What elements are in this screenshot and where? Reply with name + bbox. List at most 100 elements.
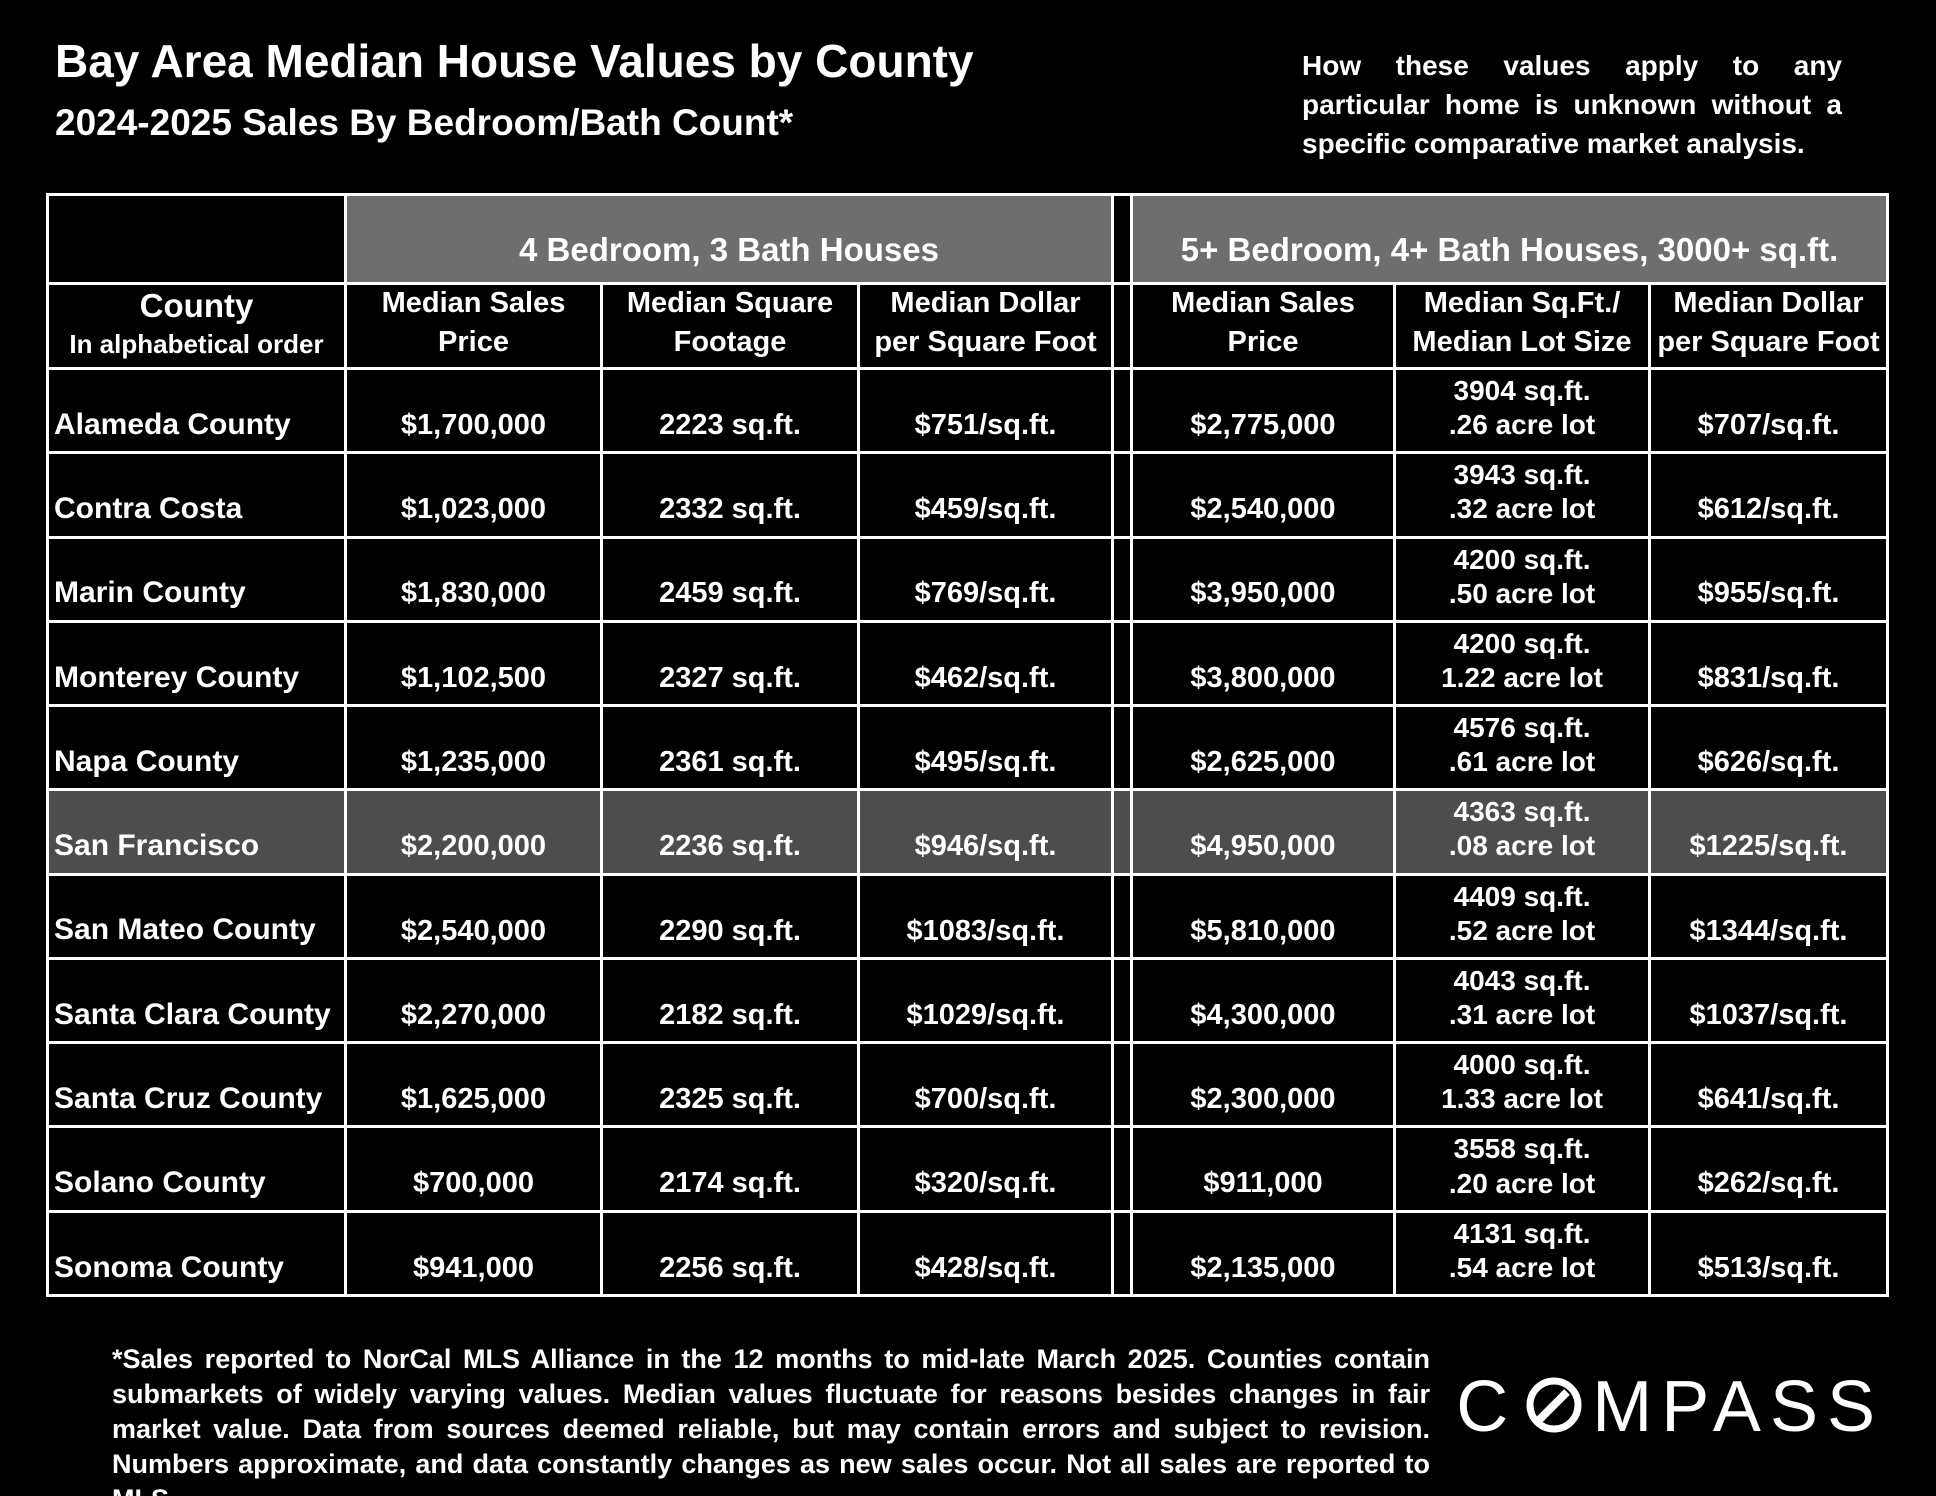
cell-4bd-price: $1,625,000 — [347, 1044, 600, 1126]
cell-4bd-price: $1,700,000 — [347, 370, 600, 452]
cell-county: Marin County — [49, 538, 344, 620]
cell-5bd-ppsf: $612/sq.ft. — [1651, 454, 1886, 536]
col-header-5bd-price: Median Sales Price — [1133, 285, 1393, 367]
cell-5bd-sqft: 4409 sq.ft. — [1453, 880, 1591, 912]
cell-5bd-lot: .61 acre lot — [1448, 746, 1596, 778]
cell-5bd-sqft: 4363 sq.ft. — [1453, 796, 1591, 828]
cell-5bd-price: $2,775,000 — [1133, 370, 1393, 452]
cell-5bd-price: $3,950,000 — [1133, 538, 1393, 620]
cell-5bd-price: $4,300,000 — [1133, 959, 1393, 1042]
cell-4bd-ppsf: $1029/sq.ft. — [860, 959, 1111, 1042]
cell-5bd-ppsf: $1037/sq.ft. — [1651, 959, 1886, 1042]
cell-5bd-ppsf: $1344/sq.ft. — [1651, 875, 1886, 957]
cell-5bd-price: $4,950,000 — [1133, 791, 1393, 873]
cell-4bd-sqft: 2174 sq.ft. — [603, 1128, 857, 1210]
separator-cell — [1114, 1044, 1130, 1126]
cell-county: Contra Costa — [49, 454, 344, 536]
county-header-title: County — [139, 286, 254, 324]
col-header-line: Footage — [673, 325, 787, 358]
cell-5bd-lot: .54 acre lot — [1448, 1251, 1596, 1283]
separator-cell — [1114, 622, 1130, 705]
col-header-line: Median Dollar — [1673, 287, 1864, 320]
cell-5bd-lot: .50 acre lot — [1448, 577, 1596, 609]
county-header-note: In alphabetical order — [69, 329, 324, 360]
col-header-4bd-sqft: Median Square Footage — [603, 285, 857, 367]
cell-county: Napa County — [49, 707, 344, 789]
cell-5bd-sqft: 3558 sq.ft. — [1453, 1133, 1591, 1165]
cell-5bd-lot: .20 acre lot — [1448, 1167, 1596, 1199]
cell-5bd-sqft-lot: 4200 sq.ft. 1.22 acre lot — [1396, 622, 1648, 705]
cell-county: Solano County — [49, 1128, 344, 1210]
cell-5bd-lot: .52 acre lot — [1448, 914, 1596, 946]
cell-5bd-sqft: 4043 sq.ft. — [1453, 964, 1591, 996]
cell-5bd-sqft: 3904 sq.ft. — [1453, 374, 1591, 406]
cell-4bd-price: $1,023,000 — [347, 454, 600, 536]
cell-county: San Francisco — [49, 791, 344, 873]
cell-4bd-sqft: 2182 sq.ft. — [603, 959, 857, 1042]
col-header-line: per Square Foot — [1657, 325, 1880, 358]
separator-cell — [1114, 707, 1130, 789]
col-header-5bd-sqft-lot: Median Sq.Ft./ Median Lot Size — [1396, 285, 1648, 367]
cell-4bd-ppsf: $459/sq.ft. — [860, 454, 1111, 536]
cell-county: Sonoma County — [49, 1212, 344, 1294]
cell-5bd-price: $911,000 — [1133, 1128, 1393, 1210]
compass-o-icon — [1526, 1377, 1582, 1432]
cell-4bd-ppsf: $769/sq.ft. — [860, 538, 1111, 620]
cell-5bd-price: $2,135,000 — [1133, 1212, 1393, 1294]
cell-4bd-ppsf: $700/sq.ft. — [860, 1044, 1111, 1126]
cell-4bd-sqft: 2223 sq.ft. — [603, 370, 857, 452]
cell-5bd-price: $2,300,000 — [1133, 1044, 1393, 1126]
col-header-line: Median Sales — [1171, 287, 1355, 320]
cell-5bd-ppsf: $262/sq.ft. — [1651, 1128, 1886, 1210]
cell-4bd-ppsf: $946/sq.ft. — [860, 791, 1111, 873]
cell-county: Santa Clara County — [49, 959, 344, 1042]
cell-5bd-lot: 1.22 acre lot — [1441, 661, 1603, 693]
cell-5bd-sqft-lot: 4131 sq.ft. .54 acre lot — [1396, 1212, 1648, 1294]
separator-cell — [1114, 959, 1130, 1042]
cell-4bd-price: $2,200,000 — [347, 791, 600, 873]
group-header-4bd-3ba: 4 Bedroom, 3 Bath Houses — [347, 196, 1111, 282]
cell-4bd-sqft: 2332 sq.ft. — [603, 454, 857, 536]
cell-5bd-lot: .32 acre lot — [1448, 493, 1596, 525]
cell-5bd-price: $5,810,000 — [1133, 875, 1393, 957]
col-header-line: per Square Foot — [874, 325, 1097, 358]
separator-cell — [1114, 875, 1130, 957]
cell-5bd-sqft: 4200 sq.ft. — [1453, 627, 1591, 659]
col-header-line: Median Sales — [381, 287, 566, 320]
cell-4bd-price: $2,270,000 — [347, 959, 600, 1042]
separator-cell — [1114, 196, 1130, 282]
cell-4bd-ppsf: $428/sq.ft. — [860, 1212, 1111, 1294]
cell-4bd-ppsf: $495/sq.ft. — [860, 707, 1111, 789]
cell-county: Santa Cruz County — [49, 1044, 344, 1126]
county-column-header: County In alphabetical order — [49, 285, 344, 367]
cell-5bd-sqft: 4000 sq.ft. — [1453, 1049, 1591, 1081]
cell-5bd-ppsf: $641/sq.ft. — [1651, 1044, 1886, 1126]
cell-5bd-lot: .31 acre lot — [1448, 999, 1596, 1031]
cell-5bd-ppsf: $955/sq.ft. — [1651, 538, 1886, 620]
cell-4bd-price: $1,235,000 — [347, 707, 600, 789]
cell-5bd-price: $2,625,000 — [1133, 707, 1393, 789]
cell-5bd-sqft-lot: 3904 sq.ft. .26 acre lot — [1396, 370, 1648, 452]
cell-5bd-sqft: 4200 sq.ft. — [1453, 543, 1591, 575]
col-header-4bd-ppsf: Median Dollar per Square Foot — [860, 285, 1111, 367]
cell-4bd-sqft: 2290 sq.ft. — [603, 875, 857, 957]
separator-cell — [1114, 370, 1130, 452]
col-header-line: Price — [438, 325, 509, 358]
cell-4bd-price: $941,000 — [347, 1212, 600, 1294]
cell-4bd-sqft: 2327 sq.ft. — [603, 622, 857, 705]
cell-5bd-sqft-lot: 3558 sq.ft. .20 acre lot — [1396, 1128, 1648, 1210]
cell-5bd-price: $3,800,000 — [1133, 622, 1393, 705]
page-title: Bay Area Median House Values by County — [55, 35, 974, 87]
disclaimer-text: How these values apply to any particular… — [1302, 50, 1842, 159]
cell-4bd-sqft: 2361 sq.ft. — [603, 707, 857, 789]
cell-4bd-sqft: 2236 sq.ft. — [603, 791, 857, 873]
cell-4bd-ppsf: $462/sq.ft. — [860, 622, 1111, 705]
cell-4bd-price: $1,102,500 — [347, 622, 600, 705]
empty-corner-cell — [49, 196, 344, 282]
cell-5bd-sqft: 4576 sq.ft. — [1453, 712, 1591, 744]
col-header-line: Median Lot Size — [1412, 325, 1632, 358]
cell-5bd-ppsf: $1225/sq.ft. — [1651, 791, 1886, 873]
cell-4bd-price: $700,000 — [347, 1128, 600, 1210]
separator-cell — [1114, 538, 1130, 620]
